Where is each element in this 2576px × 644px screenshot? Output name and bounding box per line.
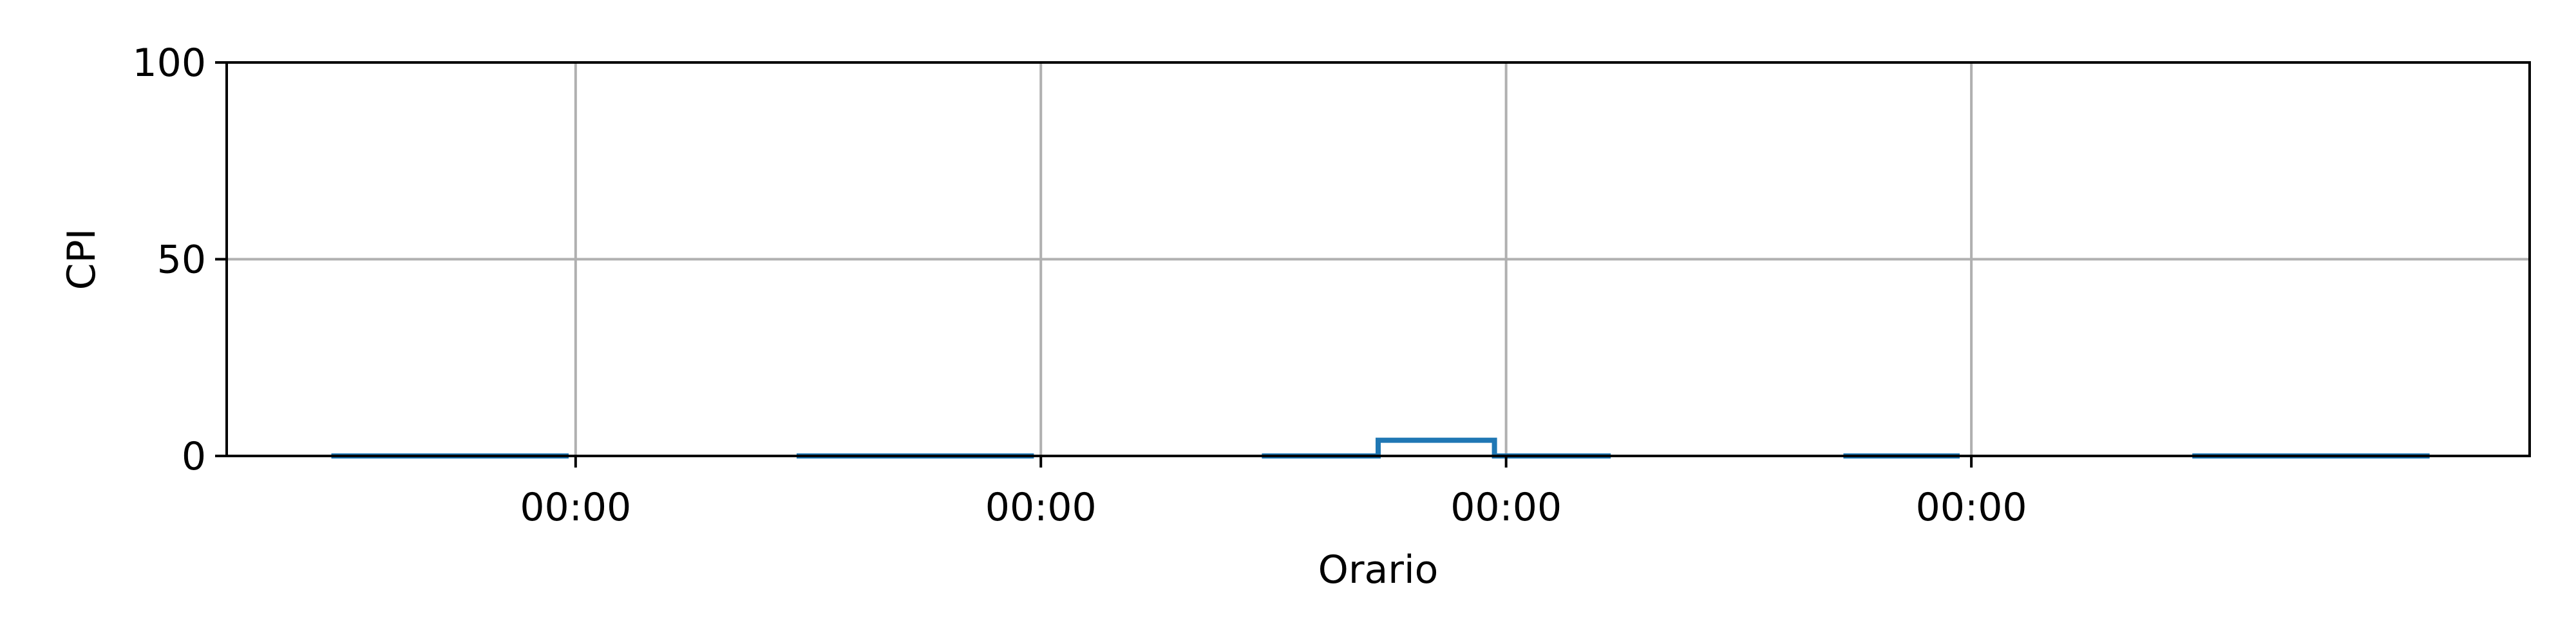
grid	[227, 61, 2530, 457]
x-tick-label: 00:00	[985, 485, 1097, 530]
x-tick-label: 00:00	[1450, 485, 1562, 530]
series-group	[331, 437, 2430, 459]
y-tick-label: 50	[157, 238, 206, 283]
y-axis-label: CPI	[59, 229, 104, 290]
series-line-segment	[1262, 437, 1611, 459]
x-tick-label: 00:00	[1916, 485, 2027, 530]
x-axis-label: Orario	[1318, 547, 1439, 592]
y-tick-label: 100	[132, 41, 206, 86]
x-tick-label: 00:00	[520, 485, 631, 530]
y-tick-label: 0	[182, 434, 206, 479]
axes: 00:00 00:00 00:00 00:00 0 50 100	[132, 41, 2027, 530]
